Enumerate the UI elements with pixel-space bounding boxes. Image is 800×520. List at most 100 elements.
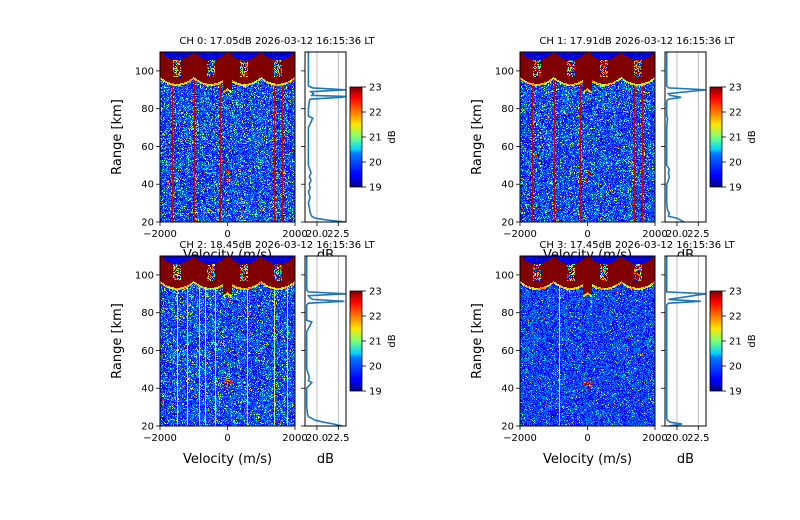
colorbar-tick-label: 23 bbox=[369, 287, 382, 298]
y-tick-label: 80 bbox=[141, 104, 154, 115]
y-axis-label: Range [km] bbox=[110, 303, 125, 379]
x-tick-label: 2000 bbox=[642, 433, 667, 444]
y-tick-label: 80 bbox=[141, 308, 154, 319]
colorbar-label: dB bbox=[387, 334, 398, 347]
colorbar-tick-label: 23 bbox=[729, 83, 742, 94]
channel-panel-0: CH 0: 17.05dB 2026-03-12 16:15:36 LT 20 40… bbox=[110, 36, 398, 263]
channel-panel-3: CH 3: 17.45dB 2026-03-12 16:15:36 LT 20 40… bbox=[470, 240, 758, 467]
profile-x-tick-label: 20.0 bbox=[306, 433, 328, 444]
profile-background bbox=[665, 256, 706, 426]
colorbar-tick-label: 21 bbox=[729, 337, 742, 348]
x-tick-label: −2000 bbox=[143, 433, 177, 444]
panel-title: CH 1: 17.91dB 2026-03-12 16:15:36 LT bbox=[539, 36, 735, 47]
y-tick-label: 40 bbox=[141, 180, 154, 191]
profile-frame bbox=[304, 255, 347, 427]
colorbar-label: dB bbox=[747, 130, 758, 143]
y-tick-label: 100 bbox=[135, 66, 154, 77]
panel-title: CH 3: 17.45dB 2026-03-12 16:15:36 LT bbox=[539, 240, 735, 251]
colorbar-tick-label: 21 bbox=[369, 133, 382, 144]
colorbar-tick-label: 20 bbox=[369, 362, 382, 373]
colorbar-tick-label: 22 bbox=[729, 108, 742, 119]
colorbar-tick-label: 20 bbox=[369, 158, 382, 169]
y-axis-label: Range [km] bbox=[110, 99, 125, 175]
y-tick-label: 20 bbox=[141, 422, 154, 433]
channel-panel-1: CH 1: 17.91dB 2026-03-12 16:15:36 LT 20 40… bbox=[470, 36, 758, 263]
profile-x-tick-label: 20.0 bbox=[666, 229, 688, 240]
colorbar-tick-label: 19 bbox=[729, 387, 742, 398]
y-tick-label: 20 bbox=[501, 218, 514, 229]
profile-plot: 20.0 22.5 dB bbox=[661, 255, 709, 467]
profile-x-tick-label: 20.0 bbox=[666, 433, 688, 444]
y-tick-label: 40 bbox=[141, 384, 154, 395]
profile-x-axis-label: dB bbox=[317, 452, 334, 467]
y-tick-label: 60 bbox=[501, 142, 514, 153]
profile-x-tick-label: 22.5 bbox=[327, 433, 349, 444]
spectrum-heatmap bbox=[160, 52, 295, 222]
profile-plot: 20.0 22.5 dB bbox=[301, 255, 349, 467]
spectrum-heatmap bbox=[520, 52, 655, 222]
y-tick-label: 60 bbox=[141, 142, 154, 153]
colorbar-tick-label: 20 bbox=[729, 158, 742, 169]
y-tick-label: 100 bbox=[495, 66, 514, 77]
profile-line bbox=[665, 256, 706, 426]
profile-x-tick-label: 22.5 bbox=[327, 229, 349, 240]
x-tick-label: 0 bbox=[224, 433, 230, 444]
profile-x-tick-label: 22.5 bbox=[687, 229, 709, 240]
y-tick-label: 40 bbox=[501, 384, 514, 395]
x-tick-label: −2000 bbox=[503, 229, 537, 240]
profile-x-axis-label: dB bbox=[677, 452, 694, 467]
colorbar: 19 20 21 22 23 dB bbox=[709, 83, 758, 194]
profile-plot: 20.0 22.5dB bbox=[661, 51, 709, 263]
y-tick-label: 80 bbox=[501, 104, 514, 115]
y-tick-label: 20 bbox=[141, 218, 154, 229]
y-tick-label: 80 bbox=[501, 308, 514, 319]
profile-background bbox=[305, 256, 346, 426]
x-tick-label: 2000 bbox=[282, 229, 307, 240]
colorbar-tick-label: 21 bbox=[729, 133, 742, 144]
colorbar-tick-label: 19 bbox=[369, 183, 382, 194]
y-tick-label: 60 bbox=[501, 346, 514, 357]
colorbar-tick-label: 22 bbox=[369, 108, 382, 119]
x-tick-label: 2000 bbox=[642, 229, 667, 240]
colorbar-tick-label: 23 bbox=[729, 287, 742, 298]
y-tick-label: 60 bbox=[141, 346, 154, 357]
x-tick-label: −2000 bbox=[143, 229, 177, 240]
profile-frame bbox=[664, 255, 707, 427]
x-tick-label: 2000 bbox=[282, 433, 307, 444]
colorbar-tick-label: 21 bbox=[369, 337, 382, 348]
colorbar: 19 20 21 22 23 dB bbox=[709, 287, 758, 398]
colorbar-label: dB bbox=[387, 130, 398, 143]
colorbar-gradient bbox=[349, 86, 363, 188]
colorbar-label: dB bbox=[747, 334, 758, 347]
profile-plot: 20.0 22.5dB bbox=[301, 51, 349, 263]
profile-x-tick-label: 20.0 bbox=[306, 229, 328, 240]
colorbar-gradient bbox=[709, 290, 723, 392]
colorbar-tick-label: 22 bbox=[369, 312, 382, 323]
profile-line bbox=[305, 256, 346, 426]
profile-line bbox=[665, 52, 706, 222]
x-tick-label: 0 bbox=[584, 229, 590, 240]
colorbar-tick-label: 19 bbox=[369, 387, 382, 398]
y-tick-label: 100 bbox=[495, 270, 514, 281]
colorbar: 19 20 21 22 23 dB bbox=[349, 287, 398, 398]
colorbar-gradient bbox=[349, 290, 363, 392]
y-tick-label: 20 bbox=[501, 422, 514, 433]
y-tick-label: 100 bbox=[135, 270, 154, 281]
panel-title: CH 2: 18.45dB 2026-03-12 16:15:36 LT bbox=[179, 240, 375, 251]
profile-background bbox=[665, 52, 706, 222]
y-axis-label: Range [km] bbox=[470, 303, 485, 379]
profile-x-tick-label: 22.5 bbox=[687, 433, 709, 444]
colorbar-tick-label: 20 bbox=[729, 362, 742, 373]
x-tick-label: 0 bbox=[584, 433, 590, 444]
y-axis-label: Range [km] bbox=[470, 99, 485, 175]
x-tick-label: 0 bbox=[224, 229, 230, 240]
x-axis-label: Velocity (m/s) bbox=[543, 452, 632, 467]
x-axis-label: Velocity (m/s) bbox=[183, 452, 272, 467]
profile-frame bbox=[664, 51, 707, 223]
channel-panel-2: CH 2: 18.45dB 2026-03-12 16:15:36 LT 20 40… bbox=[110, 240, 398, 467]
spectrum-heatmap bbox=[520, 256, 655, 426]
colorbar-tick-label: 22 bbox=[729, 312, 742, 323]
profile-line bbox=[307, 52, 346, 222]
panel-title: CH 0: 17.05dB 2026-03-12 16:15:36 LT bbox=[179, 36, 375, 47]
